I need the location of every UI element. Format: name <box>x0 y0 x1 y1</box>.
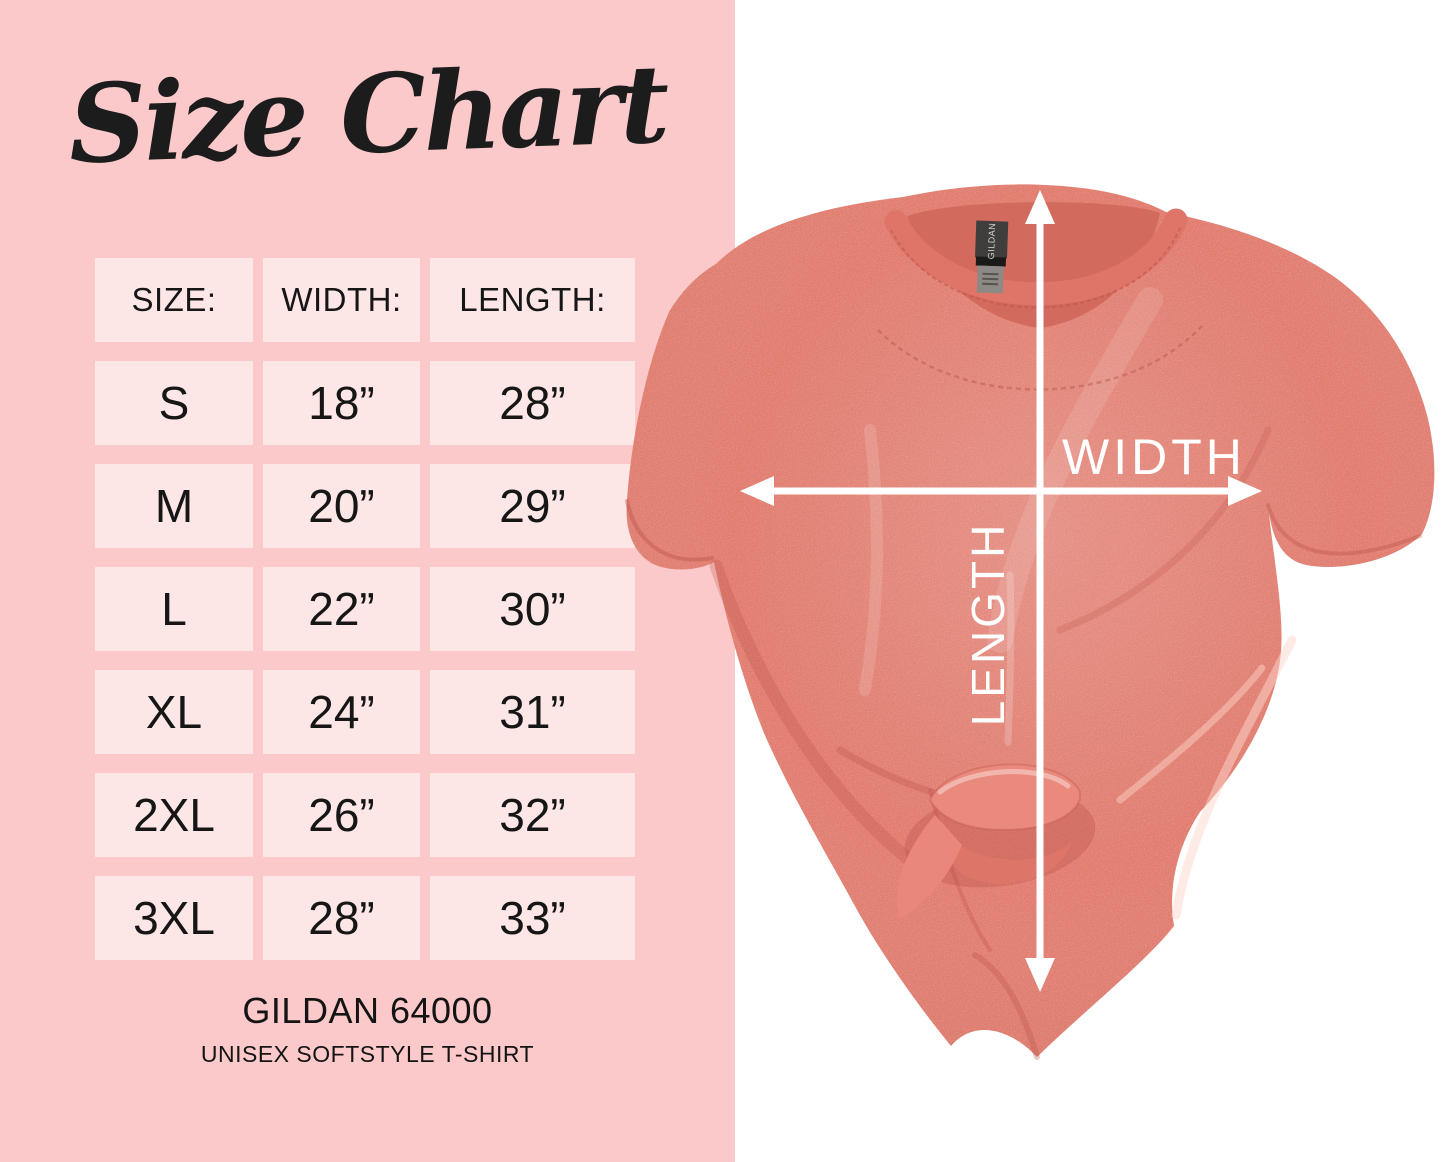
page-title: Size Chart <box>66 41 669 189</box>
width-arrow <box>740 476 1262 506</box>
width-cell: 28” <box>263 876 420 960</box>
size-cell: 3XL <box>95 876 253 960</box>
size-cell: L <box>95 567 253 651</box>
size-cell: S <box>95 361 253 445</box>
length-cell: 31” <box>430 670 635 754</box>
tag-upper <box>975 220 1009 259</box>
length-cell: 30” <box>430 567 635 651</box>
column-header-length: LENGTH: <box>430 258 635 342</box>
tied-knot <box>896 763 1096 918</box>
length-arrow-line <box>1036 212 1044 968</box>
measurement-arrows: WIDTH LENGTH <box>740 190 1262 992</box>
product-caption: GILDAN 64000 UNISEX SOFTSTYLE T-SHIRT <box>0 990 735 1068</box>
collar-band <box>884 208 1188 306</box>
fabric-wrinkles <box>625 287 1422 1060</box>
length-cell: 33” <box>430 876 635 960</box>
gildan-tag-label: GILDAN <box>986 223 997 260</box>
length-label: LENGTH <box>962 522 1014 727</box>
gildan-neck-tag: GILDAN <box>975 220 1009 294</box>
width-cell: 20” <box>263 464 420 548</box>
tag-care-label <box>976 265 1004 294</box>
size-cell: M <box>95 464 253 548</box>
width-cell: 24” <box>263 670 420 754</box>
heather-texture <box>626 184 1435 1058</box>
tag-care-line <box>982 272 999 276</box>
collar-stitching <box>890 225 1182 309</box>
width-cell: 22” <box>263 567 420 651</box>
width-label: WIDTH <box>1062 429 1246 485</box>
tag-band <box>975 256 1007 267</box>
width-cell: 18” <box>263 361 420 445</box>
chest-seam-stitching <box>877 325 1203 391</box>
width-cell: 26” <box>263 773 420 857</box>
arrow-down-icon <box>1025 958 1055 992</box>
length-cell: 28” <box>430 361 635 445</box>
width-arrow-line <box>762 487 1238 495</box>
length-arrow <box>1025 190 1055 992</box>
size-cell: XL <box>95 670 253 754</box>
column-header-width: WIDTH: <box>263 258 420 342</box>
inside-neck <box>907 202 1160 328</box>
length-cell: 32” <box>430 773 635 857</box>
length-cell: 29” <box>430 464 635 548</box>
arrow-left-icon <box>740 476 774 506</box>
tag-care-line <box>982 277 999 281</box>
arrow-right-icon <box>1228 476 1262 506</box>
arrow-up-icon <box>1025 190 1055 224</box>
size-table: SIZE: WIDTH: LENGTH: S 18” 28” M 20” 29”… <box>95 258 635 960</box>
size-cell: 2XL <box>95 773 253 857</box>
tshirt-silhouette <box>626 184 1435 1058</box>
tshirt-body: GILDAN <box>625 184 1435 1060</box>
tag-care-line <box>982 282 999 286</box>
brand-model-text: GILDAN 64000 <box>242 990 493 1031</box>
product-name-text: UNISEX SOFTSTYLE T-SHIRT <box>200 1041 535 1067</box>
column-header-size: SIZE: <box>95 258 253 342</box>
collar <box>877 202 1203 391</box>
shirt-shading-overlay <box>626 184 1435 1058</box>
